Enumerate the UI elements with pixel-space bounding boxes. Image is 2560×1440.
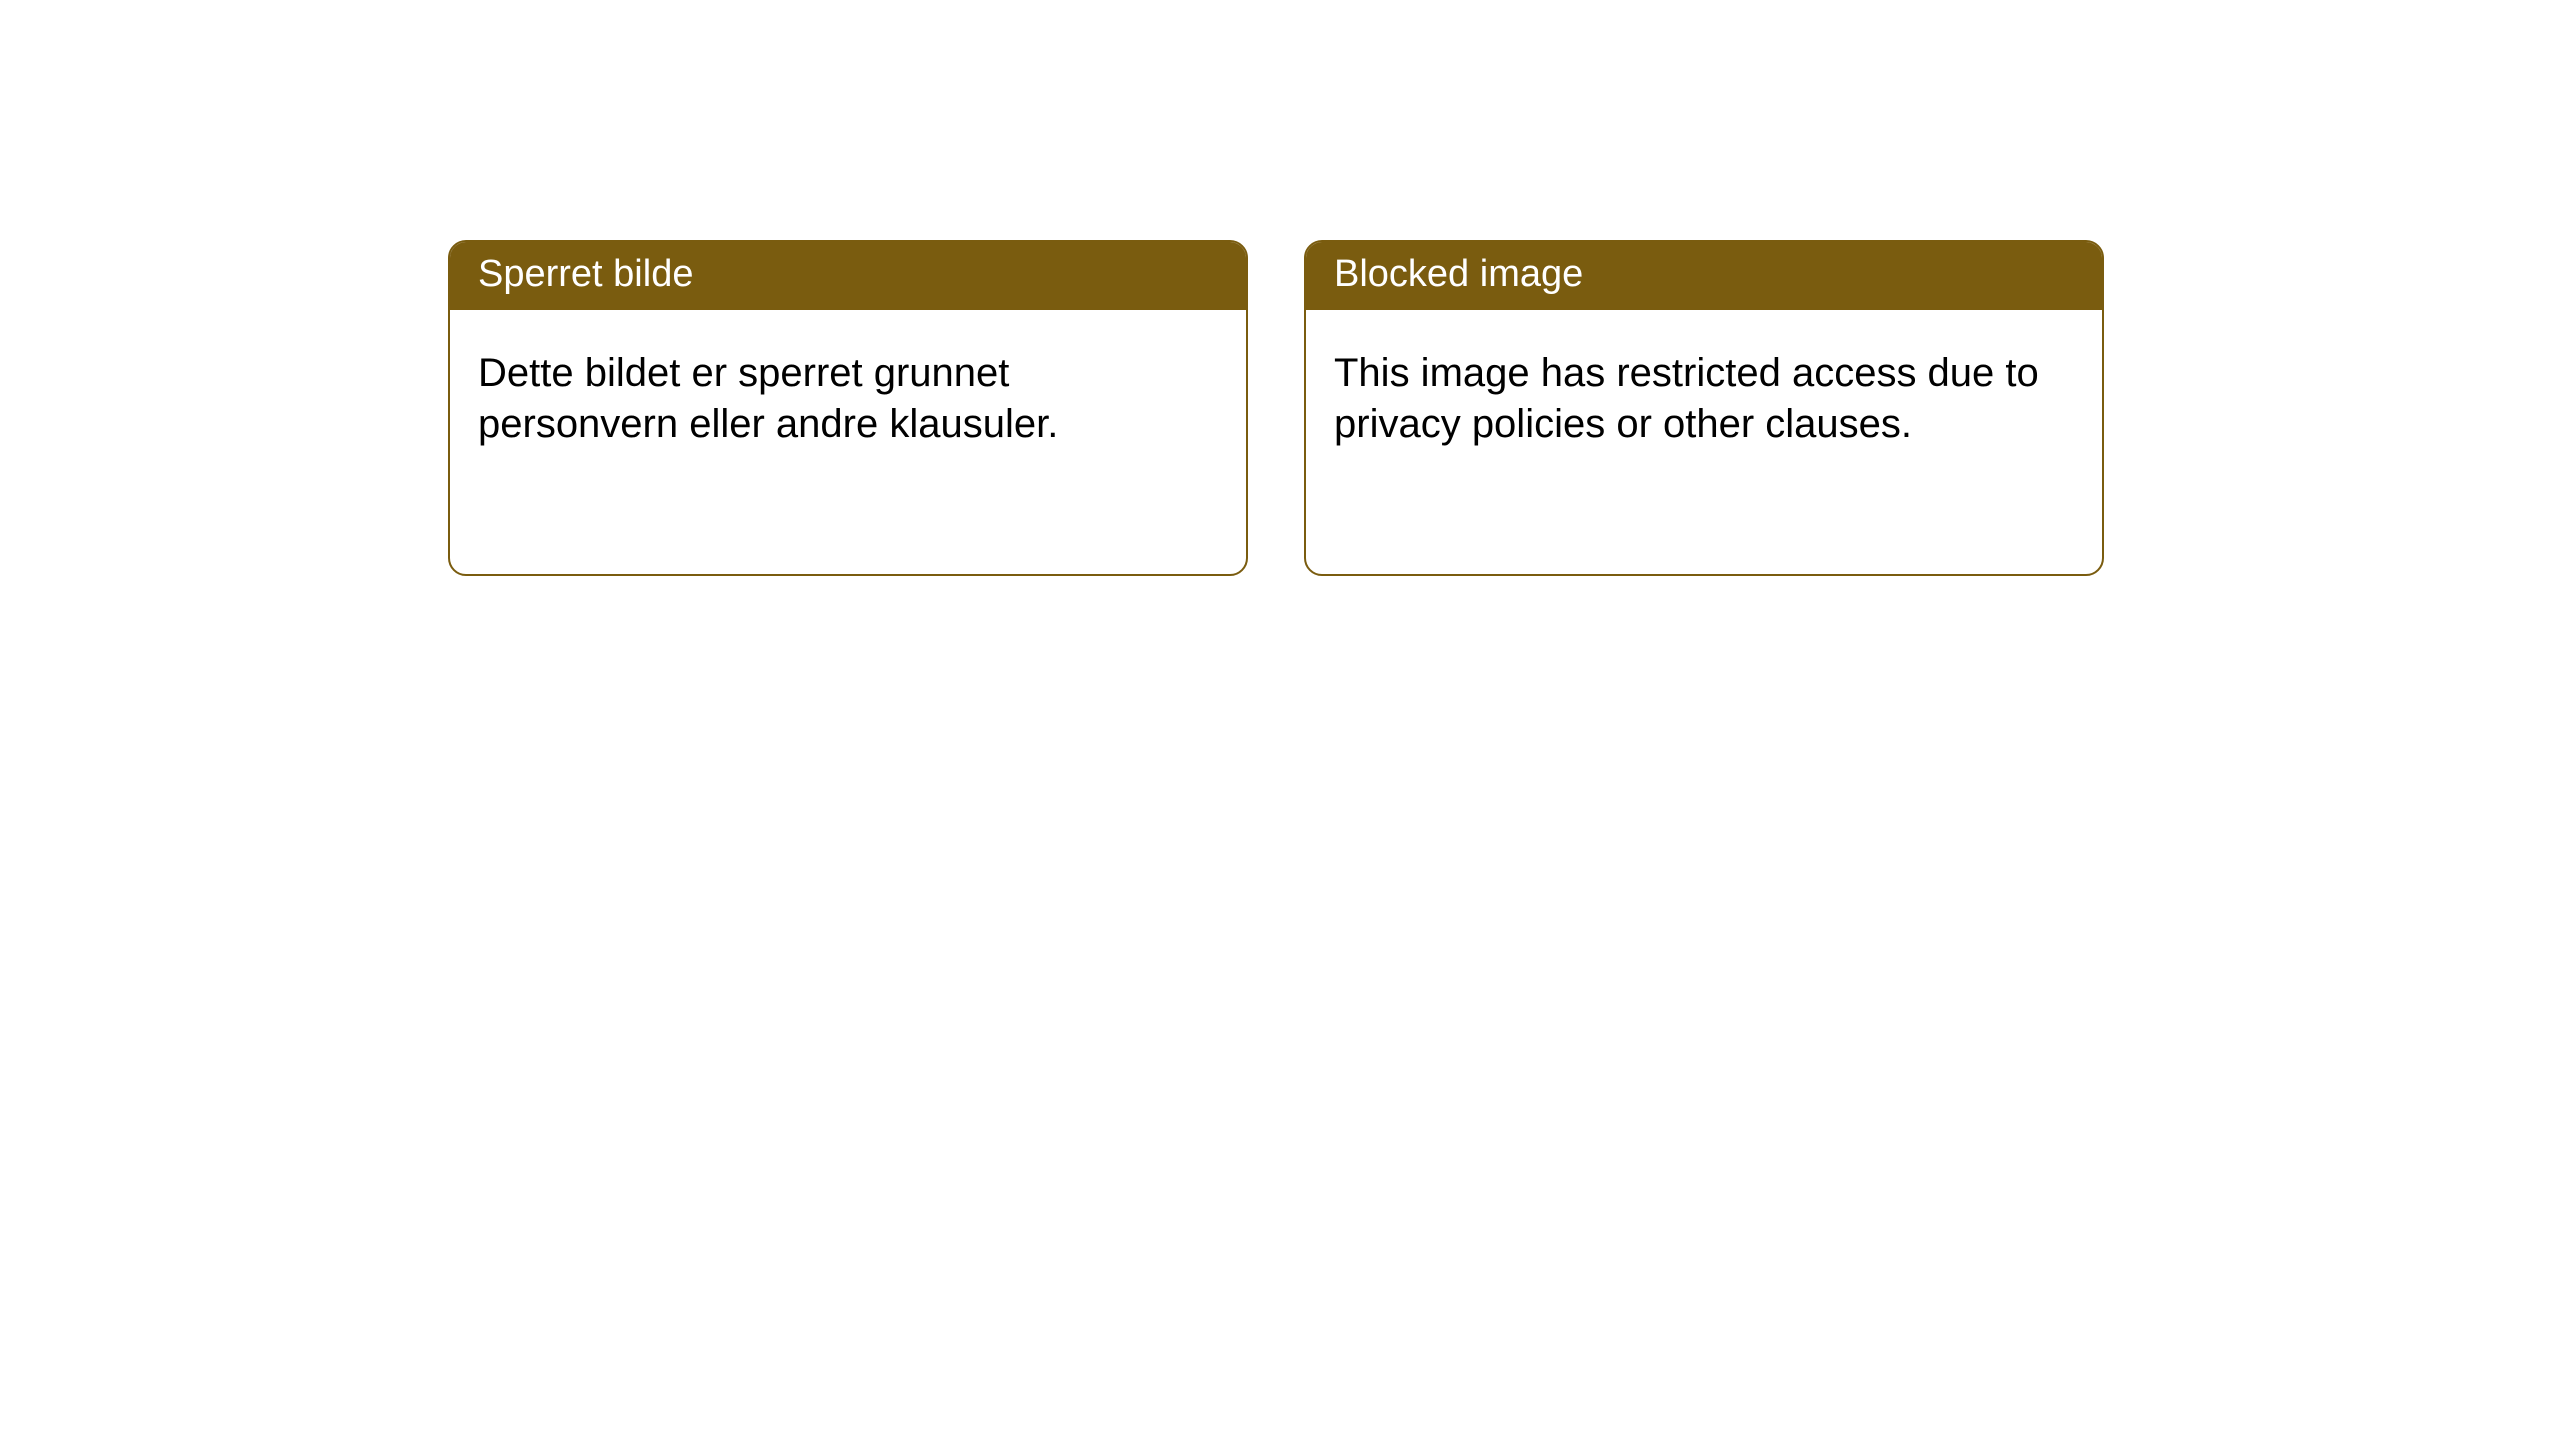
card-body-english: This image has restricted access due to …: [1306, 310, 2102, 478]
card-header-norwegian: Sperret bilde: [450, 242, 1246, 310]
card-text-english: This image has restricted access due to …: [1334, 351, 2039, 446]
card-header-english: Blocked image: [1306, 242, 2102, 310]
blocked-image-card-english: Blocked image This image has restricted …: [1304, 240, 2104, 576]
card-title-english: Blocked image: [1334, 253, 1583, 295]
notice-cards-container: Sperret bilde Dette bildet er sperret gr…: [0, 0, 2560, 576]
card-title-norwegian: Sperret bilde: [478, 253, 693, 295]
card-body-norwegian: Dette bildet er sperret grunnet personve…: [450, 310, 1246, 478]
card-text-norwegian: Dette bildet er sperret grunnet personve…: [478, 351, 1058, 446]
blocked-image-card-norwegian: Sperret bilde Dette bildet er sperret gr…: [448, 240, 1248, 576]
